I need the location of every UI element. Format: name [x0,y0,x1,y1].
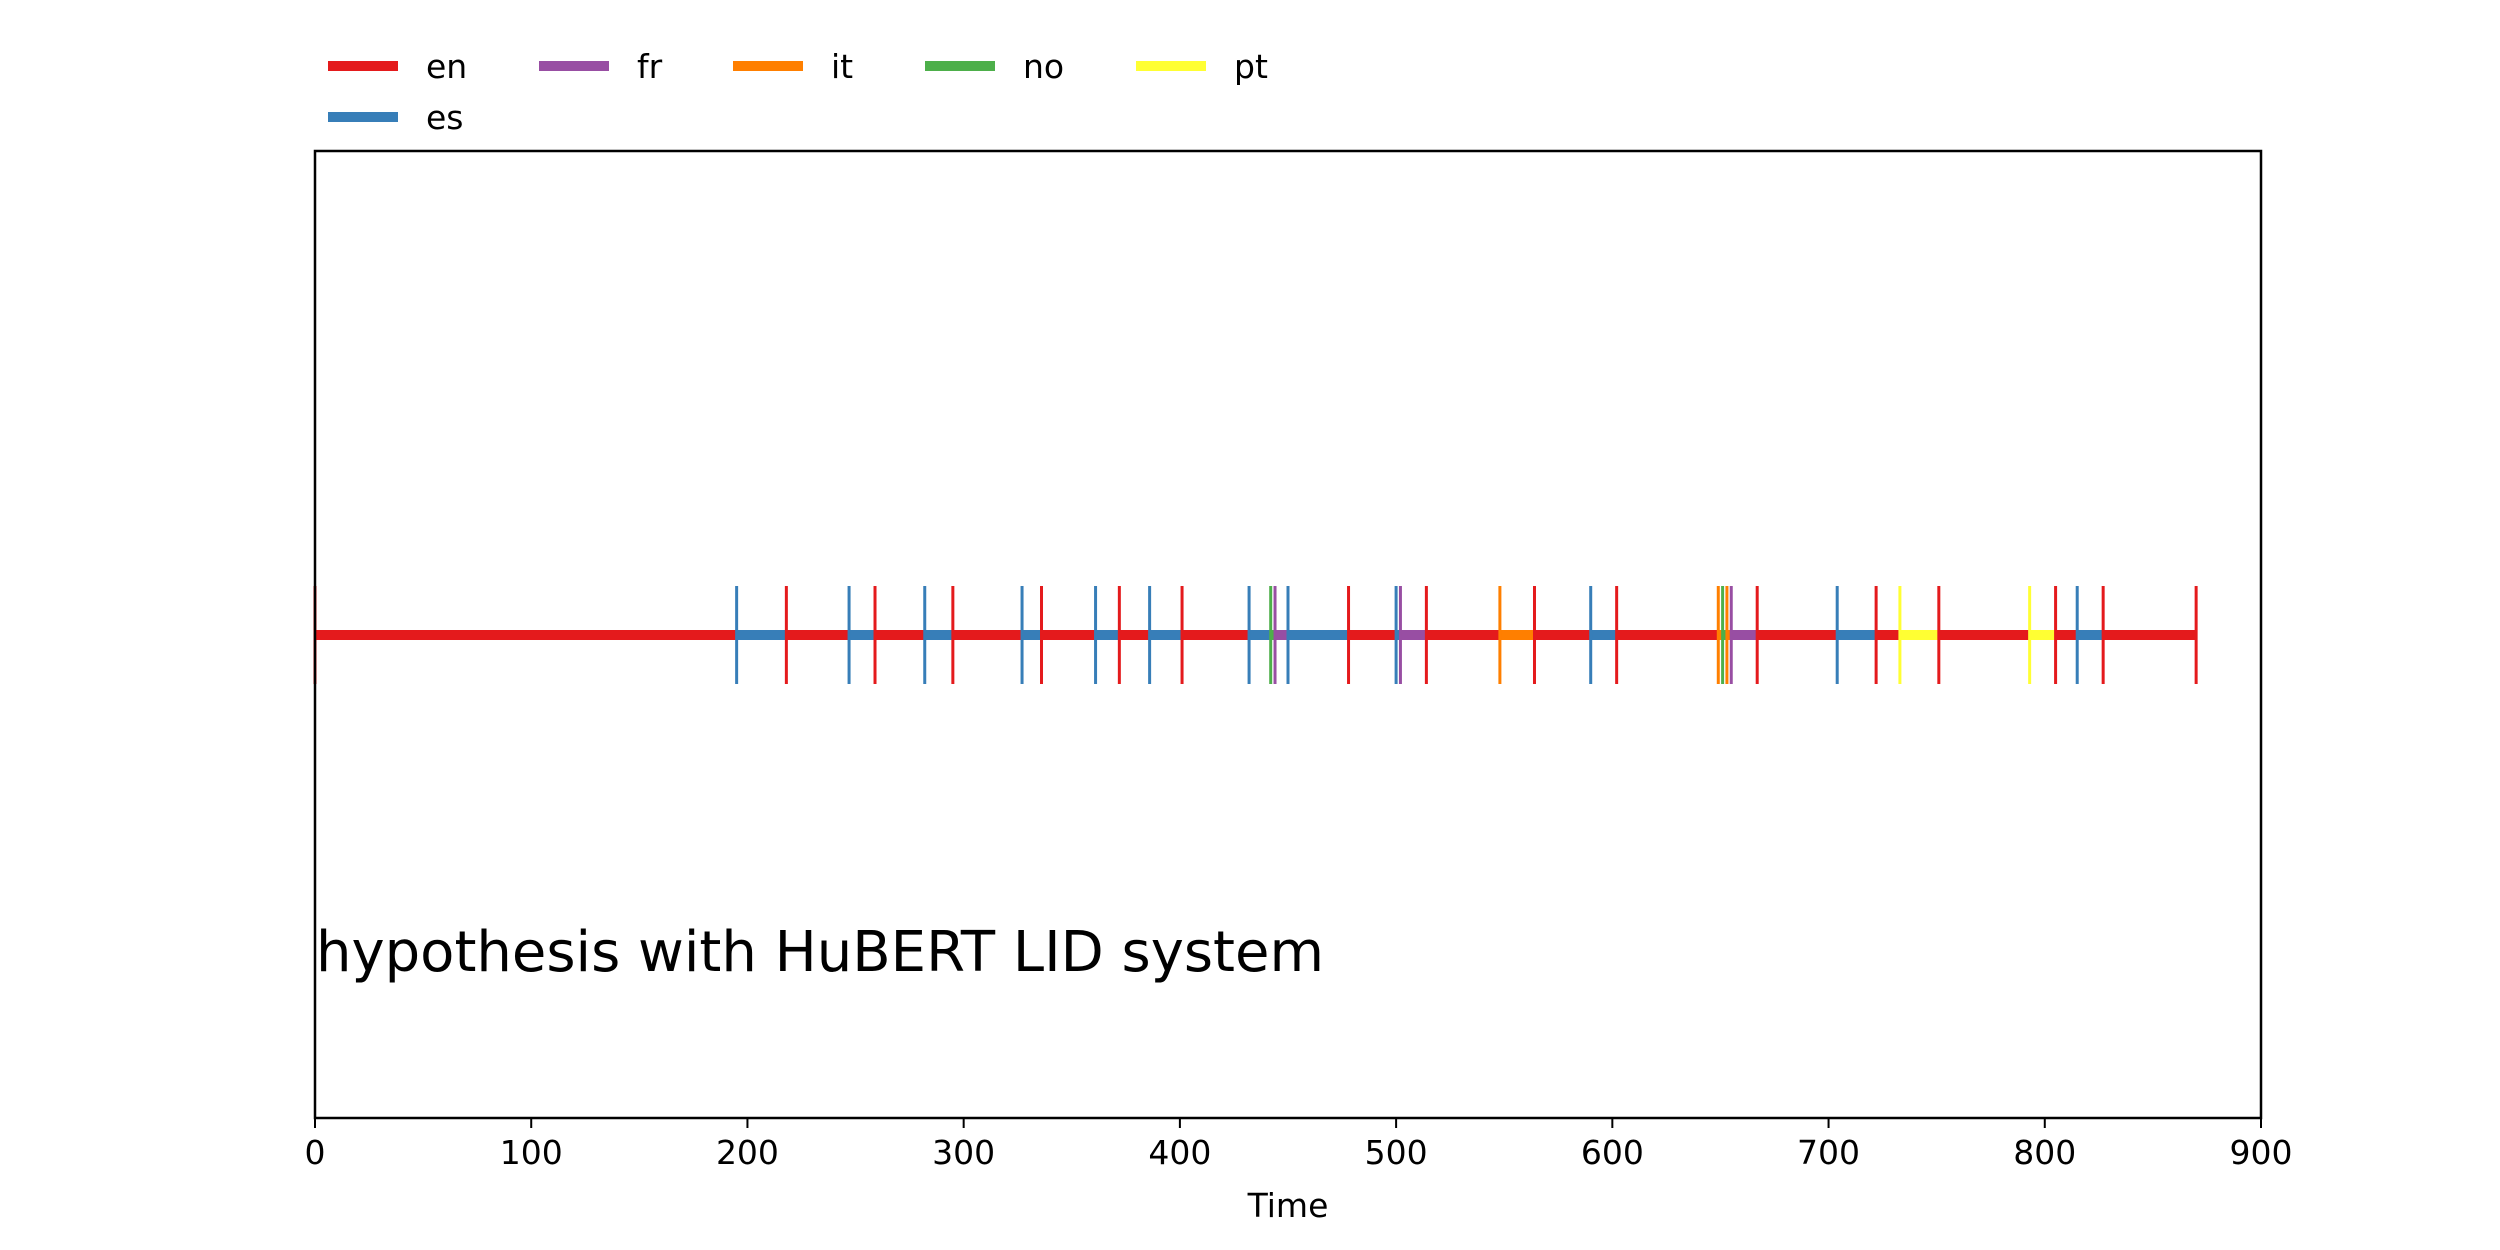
legend-label-it: it [831,47,853,86]
x-tick-label-700: 700 [1797,1133,1860,1172]
boundaries-layer [313,586,2198,684]
legend-label-en: en [426,47,467,86]
x-tick-label-300: 300 [932,1133,995,1172]
x-tick-label-500: 500 [1365,1133,1428,1172]
x-tick-label-600: 600 [1581,1133,1644,1172]
legend-label-pt: pt [1234,47,1268,86]
x-tick-label-100: 100 [500,1133,563,1172]
legend: en fr it no pt es [328,47,1268,137]
x-tick-label-400: 400 [1148,1133,1211,1172]
chart-annotation: hypothesis with HuBERT LID system [316,920,1324,985]
plot-frame [313,149,2263,1120]
legend-label-es: es [426,98,464,137]
x-tick-label-200: 200 [716,1133,779,1172]
x-tick-label-900: 900 [2230,1133,2293,1172]
x-tick-label-800: 800 [2013,1133,2076,1172]
legend-label-no: no [1023,47,1064,86]
x-tick-label-0: 0 [305,1133,326,1172]
legend-label-fr: fr [637,47,663,86]
x-axis-label: Time [1247,1186,1329,1225]
x-axis: 0 100 200 300 400 500 600 700 800 900 [305,1118,2293,1172]
